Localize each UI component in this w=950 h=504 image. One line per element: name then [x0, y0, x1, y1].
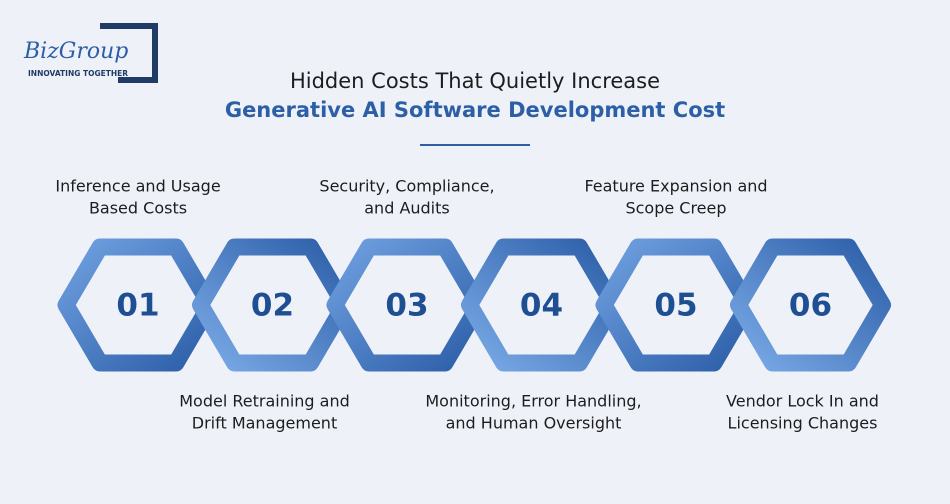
item-label: Model Retraining and [179, 392, 350, 411]
title-line1: Hidden Costs That Quietly Increase [290, 69, 660, 93]
item-label: Drift Management [192, 414, 337, 433]
item-number: 05 [654, 288, 697, 324]
logo-frame [100, 23, 158, 83]
logo-tagline: INNOVATING TOGETHER [28, 69, 128, 78]
item-label: and Audits [364, 199, 449, 218]
hexagon [730, 238, 891, 372]
item-number: 04 [520, 288, 563, 324]
title-line2: Generative AI Software Development Cost [225, 98, 725, 122]
item-number: 01 [116, 288, 159, 324]
item-number: 03 [385, 288, 428, 324]
item-label: Feature Expansion and [584, 177, 767, 196]
item-label: Licensing Changes [728, 414, 878, 433]
item-number: 06 [789, 288, 832, 324]
logo-name: BizGroup [23, 39, 128, 64]
item-label: and Human Oversight [446, 414, 622, 433]
item-label: Inference and Usage [55, 177, 220, 196]
item-label: Scope Creep [625, 199, 726, 218]
item-label: Based Costs [89, 199, 187, 218]
item-label: Security, Compliance, [319, 177, 494, 196]
item-number: 02 [251, 288, 294, 324]
item-label: Vendor Lock In and [726, 392, 879, 411]
hexagon-chain: 01 02 03 04 05 06 [57, 238, 891, 372]
item-label: Monitoring, Error Handling, [425, 392, 641, 411]
